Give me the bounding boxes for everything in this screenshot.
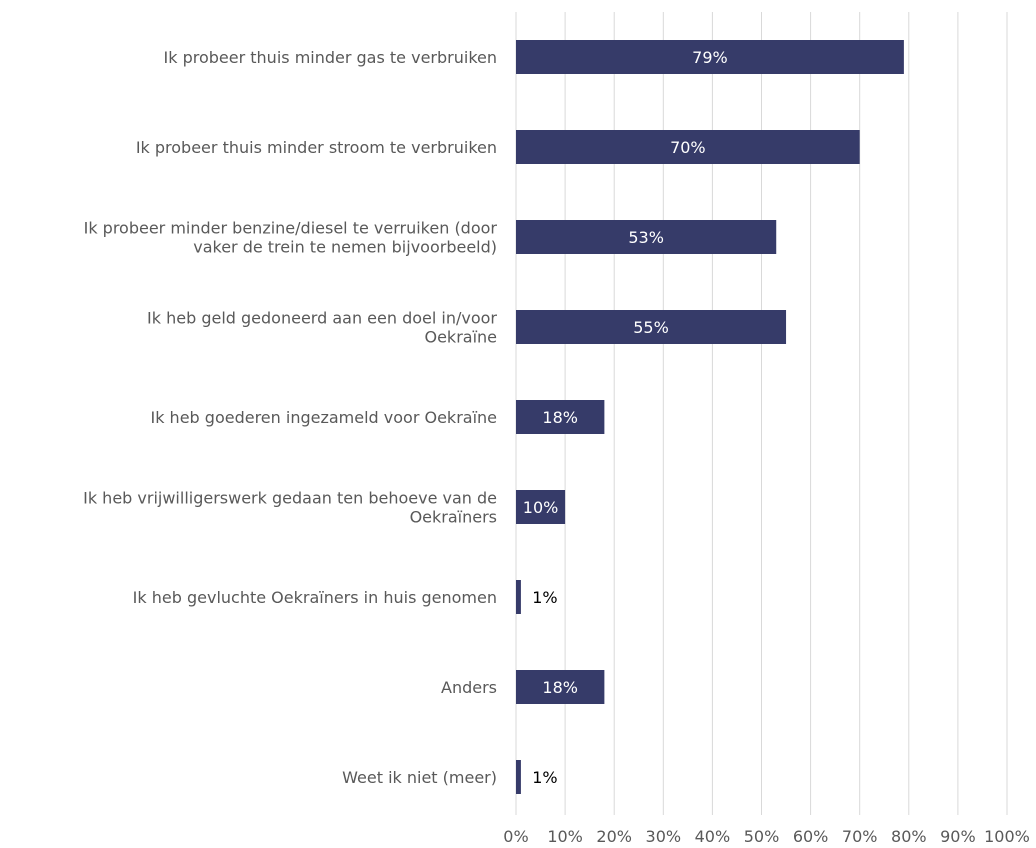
category-labels: Ik probeer thuis minder gas te verbruike… bbox=[83, 48, 497, 787]
x-tick-label: 40% bbox=[695, 827, 731, 846]
bar bbox=[516, 400, 605, 434]
x-axis-ticks: 0% 10% 20% 30% 40% 50% 60% 70% 80% 90% 100% bbox=[503, 827, 1030, 846]
category-label-line: Ik probeer thuis minder gas te verbruike… bbox=[164, 48, 497, 67]
bar bbox=[516, 490, 566, 524]
bar bbox=[516, 760, 521, 794]
category-label-line: Anders bbox=[441, 678, 497, 697]
category-label: Ik probeer minder benzine/diesel te verr… bbox=[84, 219, 498, 257]
bar bbox=[516, 310, 787, 344]
category-label-line: Weet ik niet (meer) bbox=[342, 768, 497, 787]
bar bbox=[516, 580, 521, 614]
x-tick-label: 0% bbox=[503, 827, 528, 846]
bar bbox=[516, 130, 860, 164]
category-label: Anders bbox=[441, 678, 497, 697]
bar bbox=[516, 670, 605, 704]
category-label-line: Oekraïners bbox=[410, 508, 497, 527]
category-label: Ik heb vrijwilligerswerk gedaan ten beho… bbox=[83, 489, 497, 527]
x-tick-label: 30% bbox=[646, 827, 682, 846]
x-tick-label: 90% bbox=[940, 827, 976, 846]
bars: 79% 70% 53% 55% 18% 10% 1% 18% 1% bbox=[516, 40, 904, 794]
category-label: Weet ik niet (meer) bbox=[342, 768, 497, 787]
data-label: 70% bbox=[670, 138, 706, 157]
category-label: Ik heb geld gedoneerd aan een doel in/vo… bbox=[147, 309, 497, 347]
data-label: 10% bbox=[523, 498, 559, 517]
category-label-line: Ik heb vrijwilligerswerk gedaan ten beho… bbox=[83, 489, 497, 508]
category-label-line: Ik probeer thuis minder stroom te verbru… bbox=[136, 138, 497, 157]
category-label-line: Ik probeer minder benzine/diesel te verr… bbox=[84, 219, 498, 238]
category-label: Ik heb gevluchte Oekraïners in huis geno… bbox=[133, 588, 497, 607]
data-label: 55% bbox=[633, 318, 669, 337]
category-label: Ik probeer thuis minder gas te verbruike… bbox=[164, 48, 497, 67]
data-label: 79% bbox=[692, 48, 728, 67]
x-tick-label: 60% bbox=[793, 827, 829, 846]
data-label: 53% bbox=[628, 228, 664, 247]
data-label: 1% bbox=[532, 768, 557, 787]
x-tick-label: 10% bbox=[547, 827, 583, 846]
data-label: 1% bbox=[532, 588, 557, 607]
x-tick-label: 80% bbox=[891, 827, 927, 846]
bar bbox=[516, 40, 904, 74]
bar bbox=[516, 220, 777, 254]
x-tick-label: 70% bbox=[842, 827, 878, 846]
x-tick-label: 100% bbox=[984, 827, 1030, 846]
category-label: Ik heb goederen ingezameld voor Oekraïne bbox=[150, 408, 497, 427]
category-label: Ik probeer thuis minder stroom te verbru… bbox=[136, 138, 497, 157]
data-label: 18% bbox=[542, 678, 578, 697]
category-label-line: Oekraïne bbox=[424, 328, 497, 347]
x-tick-label: 50% bbox=[744, 827, 780, 846]
category-label-line: Ik heb gevluchte Oekraïners in huis geno… bbox=[133, 588, 497, 607]
category-label-line: Ik heb goederen ingezameld voor Oekraïne bbox=[150, 408, 497, 427]
category-label-line: vaker de trein te nemen bijvoorbeeld) bbox=[193, 238, 497, 257]
category-label-line: Ik heb geld gedoneerd aan een doel in/vo… bbox=[147, 309, 497, 328]
x-tick-label: 20% bbox=[596, 827, 632, 846]
data-label: 18% bbox=[542, 408, 578, 427]
